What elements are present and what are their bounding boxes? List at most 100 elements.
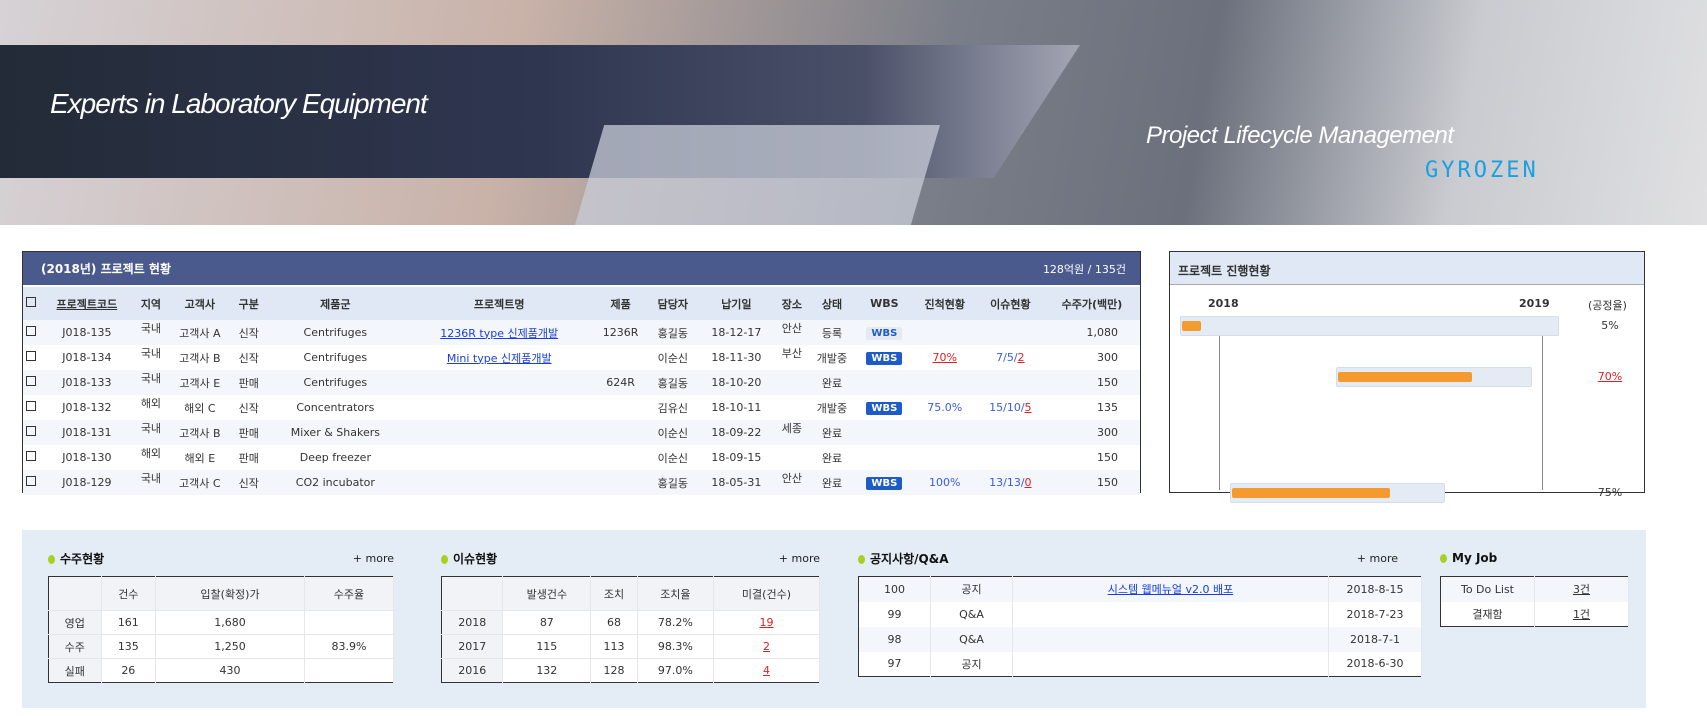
wbs-button[interactable]: WBS — [866, 476, 903, 490]
row-checkbox[interactable] — [23, 395, 39, 420]
row-checkbox[interactable] — [23, 345, 39, 370]
table-row: 영업 161 1,680 — [48, 610, 395, 635]
cell-due: 18-09-22 — [696, 420, 776, 445]
row-checkbox[interactable] — [23, 445, 39, 470]
cell-code: J018-129 — [38, 470, 135, 495]
project-summary: 128억원 / 135건 — [1042, 262, 1126, 276]
wbs-button[interactable]: WBS — [866, 351, 903, 365]
cell: 26 — [101, 658, 157, 683]
cell-status: 완료 — [807, 370, 856, 395]
cell-owner: 이순신 — [648, 445, 697, 470]
cell-issue — [976, 420, 1044, 445]
cell-region: 국내 — [134, 320, 167, 345]
cell-status: 완료 — [807, 420, 856, 445]
column-header: 건수 — [101, 576, 157, 611]
cell: 78.2% — [637, 610, 714, 635]
notices-more-link[interactable]: + more — [1356, 551, 1398, 565]
table-row: 결재함 1건 — [1440, 601, 1629, 627]
cell-price: 300 — [1043, 345, 1140, 370]
cell-due: 18-10-11 — [696, 395, 776, 420]
column-header: 제품군 — [264, 285, 406, 320]
issue-open-link[interactable]: 0 — [1024, 476, 1032, 489]
cell-price: 135 — [1043, 395, 1140, 420]
project-link[interactable]: Mini type 신제품개발 — [446, 351, 552, 365]
project-link[interactable]: 1236R type 신제품개발 — [440, 326, 559, 340]
column-header: 이슈현황 — [976, 285, 1044, 320]
unresolved-link[interactable]: 19 — [759, 616, 774, 629]
cell-product — [592, 420, 649, 445]
table-row: J018-129 국내 고객사 C 신작 CO2 incubator 홍길동 18-05-3… — [23, 470, 1140, 495]
cell-name[interactable]: 1236R type 신제품개발 — [406, 320, 593, 345]
wbs-button[interactable]: WBS — [866, 326, 903, 340]
cell-name[interactable]: Mini type 신제품개발 — [406, 345, 593, 370]
cell-region: 해외 — [134, 395, 167, 420]
cell: 1,680 — [155, 610, 305, 635]
cell-code: J018-133 — [38, 370, 135, 395]
bullet-icon — [858, 554, 865, 564]
notices-table: 100 공지 시스템 웹메뉴얼 v2.0 배포 2018-8-15 99 Q&A 2018-… — [858, 576, 1422, 677]
notices-title: 공지사항/Q&A — [870, 551, 949, 566]
cell-owner: 홍길동 — [648, 320, 697, 345]
cell-code: J018-135 — [38, 320, 135, 345]
cell-name — [406, 445, 593, 470]
cell-status: 개발중 — [807, 395, 856, 420]
cell: To Do List — [1440, 576, 1535, 602]
column-header: 발생건수 — [502, 576, 592, 611]
wbs-button[interactable]: WBS — [866, 401, 903, 415]
gantt-progress-fill — [1338, 372, 1473, 382]
issue-counts: 13/13/ — [989, 476, 1025, 489]
column-header: 담당자 — [648, 285, 697, 320]
row-checkbox[interactable] — [23, 370, 39, 395]
notice-link[interactable]: 시스템 웹메뉴얼 v2.0 배포 — [1107, 583, 1234, 597]
cell-price: 150 — [1043, 445, 1140, 470]
column-header[interactable]: 프로젝트코드 — [38, 285, 135, 320]
table-row: J018-135 국내 고객사 A 신작 Centrifuges 1236R type 신… — [23, 320, 1140, 345]
issues-more-link[interactable]: + more — [778, 551, 820, 565]
cell-due: 18-11-30 — [696, 345, 776, 370]
cell-client: 해외 E — [166, 445, 233, 470]
row-checkbox[interactable] — [23, 320, 39, 345]
cell-owner: 홍길동 — [648, 370, 697, 395]
select-all-checkbox[interactable] — [23, 285, 39, 320]
cell-product — [592, 470, 649, 495]
project-panel-header: (2018년) 프로젝트 현황 128억원 / 135건 — [23, 252, 1140, 285]
issues-table: 발생건수 조치 조치율 미결(건수) 2018 87 68 78.2% 19 2017 115 113… — [441, 576, 821, 683]
cell: 공지 — [930, 576, 1013, 602]
cell-owner: 홍길동 — [648, 470, 697, 495]
cell-region: 해외 — [134, 445, 167, 470]
row-checkbox[interactable] — [23, 420, 39, 445]
issue-counts: 7/5/ — [996, 351, 1018, 364]
header-row: 건수 입찰(확정)가 수주율 — [48, 576, 395, 611]
cell-code: J018-130 — [38, 445, 135, 470]
job-count-link[interactable]: 3건 — [1572, 583, 1591, 597]
column-header: 조치율 — [637, 576, 714, 611]
progress-value: 100% — [929, 476, 961, 489]
column-header: 구분 — [232, 285, 265, 320]
table-row: 98 Q&A 2018-7-1 — [858, 626, 1422, 652]
bullet-icon — [1440, 554, 1447, 563]
project-progress-panel: 프로젝트 진행현황 2018 2019 (공정율) 5%70%75%100% — [1169, 251, 1645, 639]
cell-product — [592, 345, 649, 370]
column-header: 조치 — [590, 576, 638, 611]
cell-place — [775, 370, 808, 395]
orders-more-link[interactable]: + more — [352, 551, 394, 565]
cell-owner: 김유신 — [648, 395, 697, 420]
cell-due: 18-09-15 — [696, 445, 776, 470]
row-checkbox[interactable] — [23, 470, 39, 495]
column-header: 수주가(백만) — [1043, 285, 1140, 320]
unresolved-link[interactable]: 4 — [762, 664, 770, 677]
cell-wbs — [855, 370, 913, 395]
gantt-bar — [1230, 483, 1445, 503]
progress-value[interactable]: 70% — [932, 351, 957, 364]
cell: 4 — [713, 658, 821, 683]
myjob-section: My Job To Do List 3건 결재함 1건 — [1440, 550, 1629, 627]
unresolved-link[interactable]: 2 — [762, 640, 770, 653]
cell-product: 1236R — [592, 320, 649, 345]
gantt-bar — [1336, 367, 1532, 387]
cell-wbs — [855, 445, 913, 470]
job-count-link[interactable]: 1건 — [1572, 607, 1591, 621]
cell-place — [775, 445, 808, 470]
cell-status: 완료 — [807, 470, 856, 495]
issue-open-link[interactable]: 2 — [1017, 351, 1025, 364]
issue-open-link[interactable]: 5 — [1024, 401, 1032, 414]
